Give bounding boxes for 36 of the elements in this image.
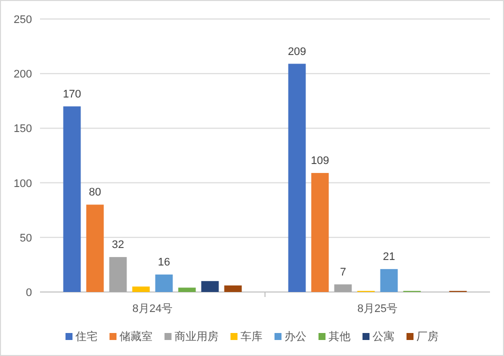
bar (132, 286, 150, 292)
bar (380, 269, 398, 292)
legend-label: 其他 (328, 330, 350, 343)
bar (63, 106, 81, 292)
data-label: 16 (158, 256, 170, 269)
x-tick-label: 8月25号 (357, 303, 398, 315)
y-tick-label: 200 (14, 68, 32, 81)
bar (224, 285, 242, 292)
bar (109, 257, 127, 292)
y-tick-label: 150 (14, 123, 32, 136)
data-label: 21 (382, 251, 396, 264)
data-label: 109 (310, 154, 330, 167)
data-label: 32 (112, 239, 124, 252)
data-label: 170 (62, 88, 82, 100)
legend-label: 商业用房 (174, 330, 218, 343)
y-tick-label: 250 (14, 14, 32, 26)
legend-label: 车库 (240, 330, 262, 343)
bar (155, 274, 173, 292)
x-tick-label: 8月24号 (132, 303, 173, 315)
legend-label: 储藏室 (120, 330, 152, 343)
bar (201, 281, 219, 292)
y-tick-label: 0 (26, 287, 32, 299)
bar (288, 64, 306, 292)
data-label: 7 (340, 266, 346, 278)
bar (178, 288, 196, 292)
legend-label: 公寓 (372, 330, 394, 343)
bar (86, 204, 104, 292)
legend-label: 住宅 (76, 330, 98, 343)
y-tick-label: 100 (14, 178, 32, 190)
bar (334, 284, 352, 292)
bar (311, 172, 329, 292)
y-tick-label: 50 (20, 232, 32, 244)
data-label: 80 (88, 186, 102, 199)
legend-label: 办公 (284, 330, 306, 343)
data-label: 209 (288, 46, 306, 58)
legend-label: 厂房 (416, 330, 438, 343)
